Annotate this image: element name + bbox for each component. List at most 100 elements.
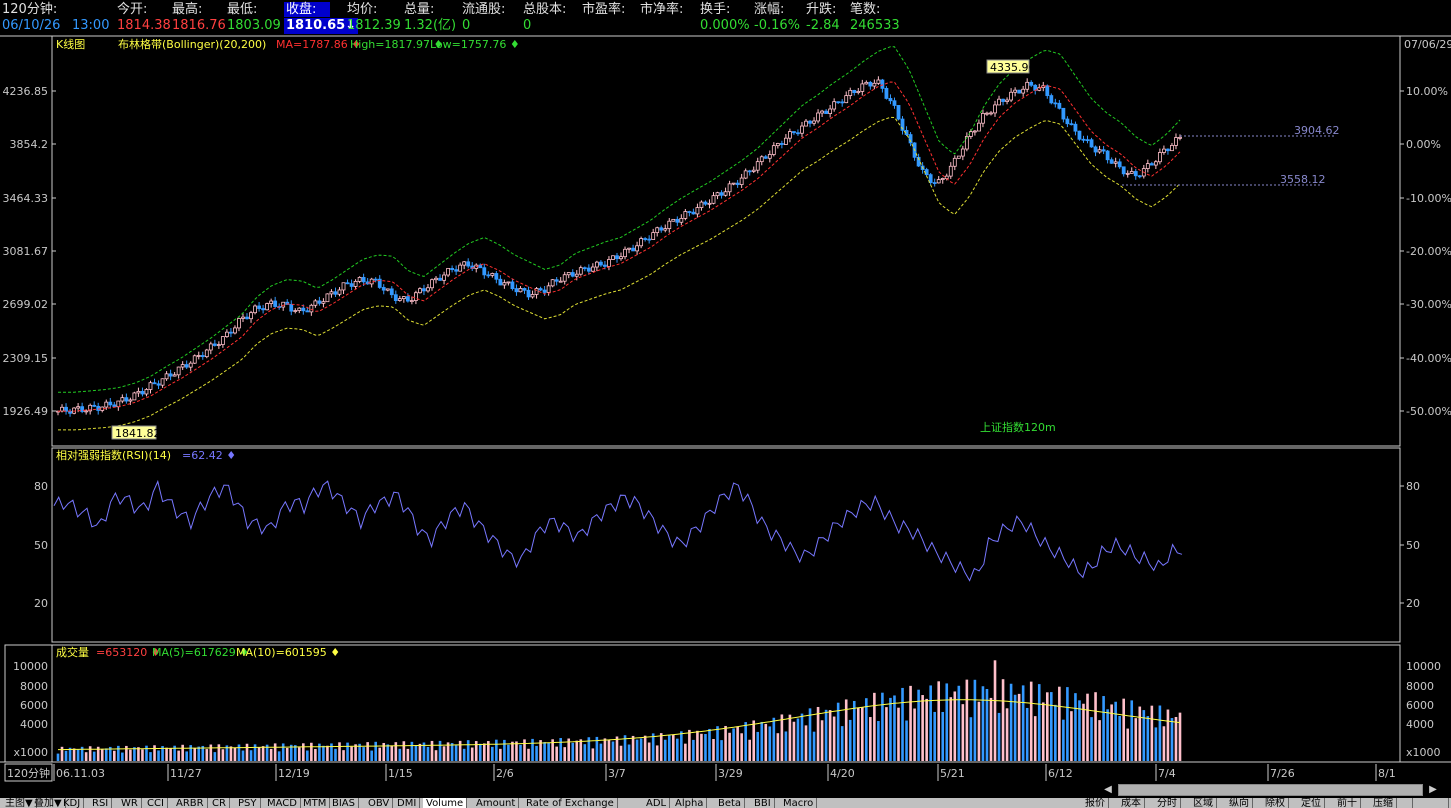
candle-body [1093,146,1098,153]
volume-bar [113,750,116,761]
candle-body [985,112,989,115]
candle-body [840,101,845,104]
candle-body [530,294,535,298]
tab-macd[interactable]: MACD [264,798,301,808]
scroll-right-arrow-icon[interactable]: ▶ [1429,784,1437,795]
right-tab[interactable]: 前十 [1334,798,1361,808]
right-tab[interactable]: 纵向 [1226,798,1253,808]
volume-bar [780,714,784,761]
volume-bar [129,749,132,761]
tab-adl[interactable]: ADL [643,798,671,808]
volume-bar [627,744,631,761]
right-tab[interactable]: 区域 [1190,798,1217,808]
volume-bar [571,742,575,761]
candle-body [735,182,740,185]
volume-bar [1138,706,1142,761]
horizontal-scrollbar[interactable] [1118,784,1423,796]
volume-bar [921,695,924,761]
volume-bar [1086,693,1089,761]
volume-bar [217,744,221,761]
candle-body [747,170,752,173]
tab-[interactable]: 主图▼ [2,798,37,808]
tab-alpha[interactable]: Alpha [672,798,708,808]
tab-dmi[interactable]: DMI [394,798,421,808]
volume-bar [173,745,176,761]
tab-bias[interactable]: BIAS [329,798,359,808]
candle-body [229,331,233,334]
rsi-ytick-right: 50 [1406,539,1420,552]
tab-rsi[interactable]: RSI [89,798,113,808]
volume-bar [861,707,864,761]
quote-trades-value: 246533 [850,18,900,33]
volume-bar [784,731,788,761]
tab-volume[interactable]: Volume [423,798,468,808]
volume-bar [760,721,764,761]
right-tab[interactable]: 报价 [1082,798,1109,808]
tab-kdj[interactable]: KDJ [60,798,85,808]
candle-body [607,259,611,267]
volume-ytick: 6000 [20,699,48,712]
volume-bar [209,744,213,761]
candle-body [643,238,648,240]
candle-body [582,267,587,270]
candle-body [204,349,209,358]
right-tab[interactable]: 压缩 [1370,798,1397,808]
candle-body [800,125,804,134]
candle-body [353,280,358,287]
tab-rateofexchange[interactable]: Rate of Exchange [523,798,618,808]
tab-arbr[interactable]: ARBR [173,798,208,808]
candle-body [462,261,467,266]
candle-body [546,285,551,293]
quote-date: 06/10/26 [2,18,61,33]
volume-bar [233,747,237,761]
candle-body [164,373,169,380]
candle-body [176,366,181,376]
volume-bar [1066,687,1069,761]
candle-body [808,120,812,124]
candle-body [373,278,378,281]
right-tab[interactable]: 分时 [1154,798,1181,808]
volume-ytick-right: x1000 [1406,746,1441,759]
right-tab[interactable]: 成本 [1118,798,1145,808]
candle-body [767,154,772,159]
tab-psy[interactable]: PSY [235,798,261,808]
volume-bar [1058,686,1061,761]
right-tab[interactable]: 定位 [1298,798,1325,808]
tab-[interactable]: 叠加▼ [31,798,66,808]
quote-pb: 市净率: [640,2,683,18]
right-tab[interactable]: 除权 [1262,798,1289,808]
volume-bar [933,711,936,761]
volume-bar [1178,712,1182,761]
volume-bar [410,741,414,761]
volume-bar [374,741,377,761]
volume-bar [515,741,518,761]
tab-wr[interactable]: WR [118,798,142,808]
volume-bar [844,699,848,761]
tab-obv[interactable]: OBV [365,798,394,808]
kline-ytick: 3081.67 [3,245,49,258]
right-tab[interactable] [1406,798,1413,808]
candle-body [446,268,450,276]
tab-macro[interactable]: Macro [780,798,818,808]
tab-amount[interactable]: Amount [473,798,520,808]
volume-bar [64,750,68,761]
tab-mtm[interactable]: MTM [300,798,331,808]
tab-cr[interactable]: CR [209,798,230,808]
volume-ytick: 10000 [13,660,48,673]
volume-bar [466,740,470,761]
volume-bar [881,692,884,761]
candle-body [820,110,824,114]
right-tab[interactable] [1442,798,1449,808]
tab-beta[interactable]: Beta [715,798,746,808]
volume-bar [165,747,168,761]
volume-bar [104,748,108,761]
volume-bar [442,746,446,761]
quote-avg: 均价: 1812.39 [347,2,401,34]
volume-bar [225,745,229,761]
tab-bbi[interactable]: BBI [751,798,775,808]
candle-body [550,279,555,287]
volume-bar [865,698,868,761]
tab-cci[interactable]: CCI [144,798,168,808]
scroll-left-arrow-icon[interactable]: ◀ [1104,784,1112,795]
